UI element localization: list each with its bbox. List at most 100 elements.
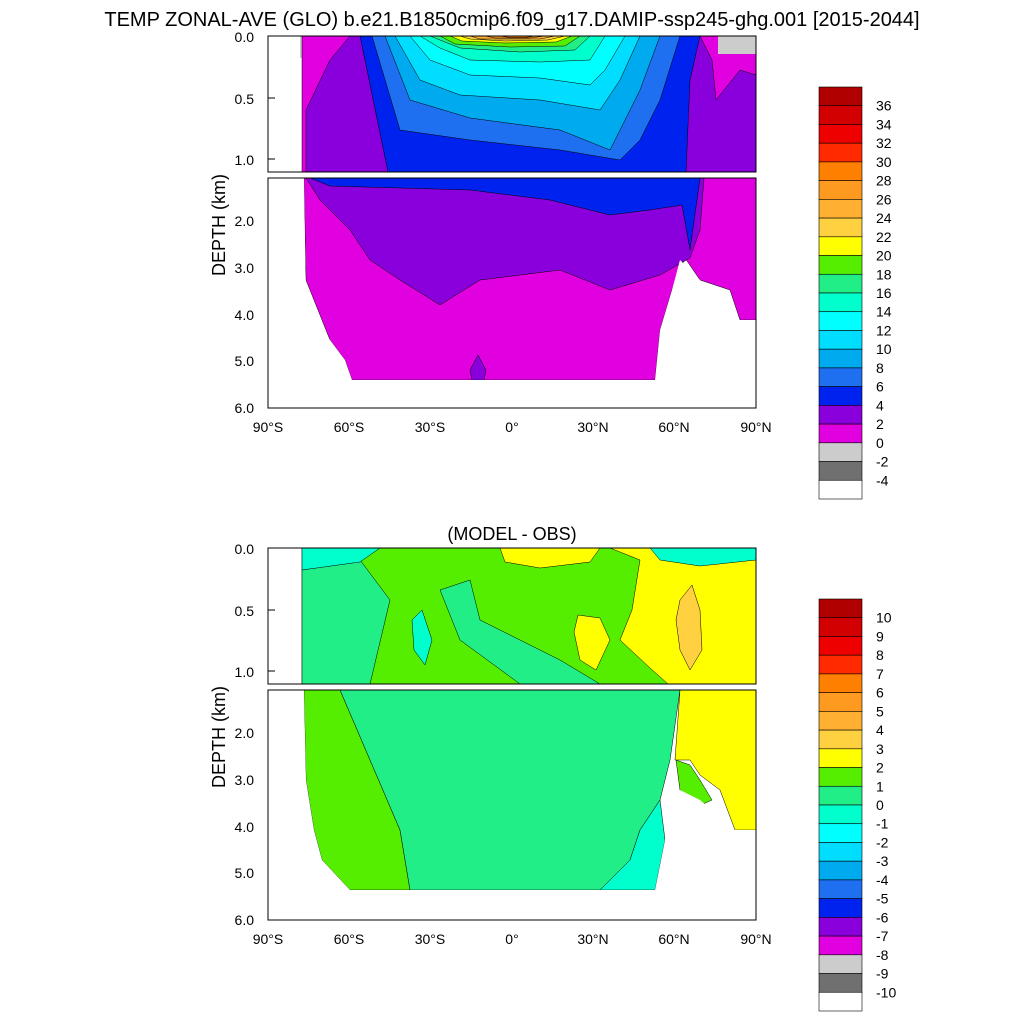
y-tick-label: 5.0 [235, 865, 255, 881]
colorbar-label: -5 [876, 891, 889, 907]
colorbar-label: 9 [876, 628, 884, 644]
y-ticks-lower-temperature: 2.0 3.0 4.0 5.0 6.0 [235, 213, 255, 416]
y-tick-label: 3.0 [235, 260, 255, 276]
y-ticks-upper-temperature: 0.0 0.5 1.0 [235, 29, 275, 168]
colorbar-label: 0 [876, 435, 884, 451]
colorbar-swatch [818, 348, 863, 369]
colorbar-swatch [818, 479, 863, 500]
colorbar-label: 14 [876, 304, 892, 320]
x-tick-label: 30°N [577, 419, 608, 435]
colorbar-label: 1 [876, 778, 884, 794]
colorbar-label: -8 [876, 947, 889, 963]
colorbar-swatch [818, 991, 863, 1012]
colorbar-label: 32 [876, 135, 892, 151]
x-tick-label: 90°S [253, 419, 284, 435]
figure-title: TEMP ZONAL-AVE (GLO) b.e21.B1850cmip6.f0… [104, 9, 919, 31]
colorbar-label: 8 [876, 360, 884, 376]
colorbar-swatch [818, 236, 863, 256]
colorbar-label: 4 [876, 397, 884, 413]
y-tick-label: 6.0 [235, 912, 255, 928]
colorbar-swatch [818, 199, 863, 219]
colorbar-label: -3 [876, 853, 889, 869]
land-mask-upper-left [268, 548, 300, 684]
colorbar-label: 6 [876, 685, 884, 701]
colorbar-label: -2 [876, 834, 889, 850]
colorbar-label: 28 [876, 173, 892, 189]
colorbar-label: -2 [876, 454, 889, 470]
y-tick-label: 0.5 [235, 603, 255, 619]
x-tick-label: 90°S [253, 931, 284, 947]
colorbar-label: 10 [876, 610, 892, 626]
colorbar-swatch [818, 823, 863, 843]
colorbar-label: 4 [876, 722, 884, 738]
colorbar-swatch [818, 86, 863, 107]
colorbar-swatch [818, 367, 863, 387]
contour-fill-3-4 [675, 584, 703, 671]
y-ticks-upper-difference: 0.0 0.5 1.0 [235, 541, 275, 680]
contour-fill-0-1-cell [439, 579, 601, 684]
colorbar-label: -7 [876, 928, 889, 944]
colorbar-label: -4 [876, 872, 889, 888]
plot-frame-temperature-upper [267, 35, 757, 173]
colorbar-swatch [818, 785, 863, 806]
y-axis-label-difference: DEPTH (km) [209, 686, 229, 788]
colorbar-label: 7 [876, 666, 884, 682]
colorbar-swatch [818, 292, 863, 313]
y-tick-label: 2.0 [235, 213, 255, 229]
plot-frame-difference-upper [267, 547, 757, 685]
colorbar-swatch [818, 898, 863, 918]
x-tick-label: 60°S [334, 419, 365, 435]
colorbar-label: 18 [876, 266, 892, 282]
x-tick-label: 0° [505, 419, 518, 435]
colorbar-label: 3 [876, 741, 884, 757]
colorbar-label: 26 [876, 191, 892, 207]
land-mask-south [268, 690, 756, 920]
colorbar-label: 10 [876, 341, 892, 357]
x-ticks-temperature: 90°S 60°S 30°S 0° 30°N 60°N 90°N [253, 419, 772, 435]
colorbar-label: 0 [876, 797, 884, 813]
upper-section-difference [268, 548, 756, 684]
plot-frame-difference-lower [267, 689, 757, 921]
contour-fill-negative-1-0 [411, 609, 433, 666]
colorbar-swatch [818, 804, 863, 825]
contour-fill-surface-cool [649, 548, 756, 567]
colorbar-swatch [818, 273, 863, 294]
colorbar-swatch [818, 954, 863, 974]
plot-frame-temperature-lower [267, 177, 757, 409]
colorbar-swatch [818, 161, 863, 181]
contour-fill-2-3 [674, 690, 756, 831]
land-mask-upper-left [268, 36, 300, 172]
colorbar-label: 2 [876, 416, 884, 432]
contour-fill-2-4-deep-speck [469, 354, 487, 381]
y-tick-label: 4.0 [235, 307, 255, 323]
y-tick-label: 1.0 [235, 664, 255, 680]
colorbar-swatch [818, 330, 863, 350]
x-tick-label: 0° [505, 931, 518, 947]
colorbar-swatch [818, 636, 863, 656]
colorbar-swatch [818, 461, 863, 481]
colorbar-swatch [818, 405, 863, 425]
x-tick-label: 90°N [740, 419, 771, 435]
y-tick-label: 5.0 [235, 353, 255, 369]
lower-section-temperature [268, 178, 756, 408]
colorbar-swatch [818, 842, 863, 862]
colorbar-label: 30 [876, 154, 892, 170]
x-tick-label: 90°N [740, 931, 771, 947]
colorbar-swatch [818, 105, 863, 125]
colorbar-label: 12 [876, 322, 892, 338]
land-mask-south [268, 178, 756, 408]
panel-title: (MODEL - OBS) [447, 524, 576, 544]
colorbar-label: -6 [876, 909, 889, 925]
y-tick-label: 0.0 [235, 29, 255, 45]
upper-section-temperature [268, 36, 756, 172]
y-tick-label: 0.0 [235, 541, 255, 557]
contour-fill-4-6 [309, 178, 701, 251]
colorbar-label: 5 [876, 703, 884, 719]
colorbar-swatch [818, 860, 863, 881]
colorbar-swatch [818, 654, 863, 675]
colorbar-swatch [818, 598, 863, 619]
colorbar-swatch [818, 442, 863, 462]
